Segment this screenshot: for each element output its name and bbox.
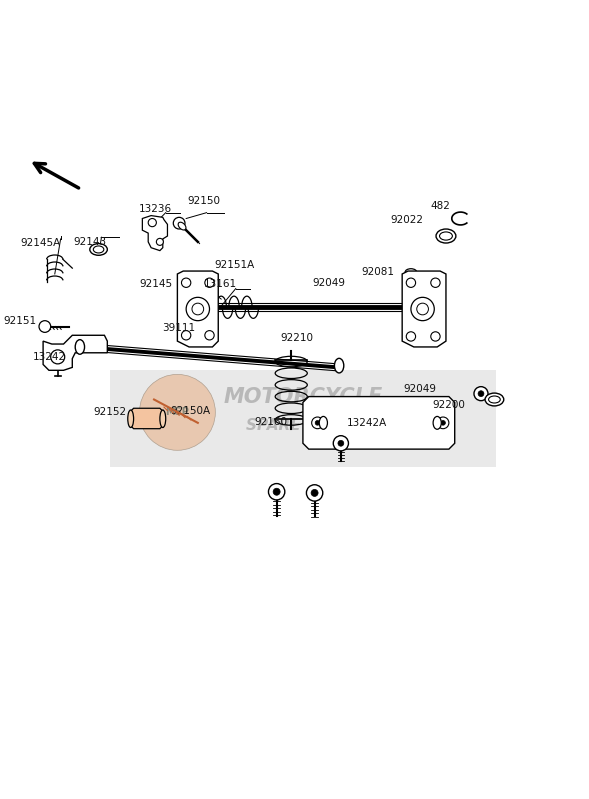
Polygon shape bbox=[177, 271, 219, 347]
Circle shape bbox=[474, 387, 488, 400]
Text: 92145A: 92145A bbox=[20, 238, 60, 248]
Text: 92143: 92143 bbox=[73, 237, 107, 247]
Text: 482: 482 bbox=[430, 201, 450, 211]
Ellipse shape bbox=[187, 299, 197, 316]
FancyBboxPatch shape bbox=[110, 370, 495, 467]
Circle shape bbox=[411, 297, 434, 320]
Circle shape bbox=[338, 440, 344, 446]
Text: 92150: 92150 bbox=[187, 196, 220, 206]
Ellipse shape bbox=[93, 246, 104, 253]
Text: 92151: 92151 bbox=[3, 316, 37, 326]
Text: 92160: 92160 bbox=[254, 417, 287, 427]
Circle shape bbox=[181, 331, 191, 340]
Text: MSP: MSP bbox=[166, 407, 189, 417]
Ellipse shape bbox=[178, 222, 186, 230]
Circle shape bbox=[39, 320, 51, 332]
Text: 13242: 13242 bbox=[32, 352, 65, 363]
Ellipse shape bbox=[75, 340, 85, 354]
Circle shape bbox=[173, 217, 185, 229]
Text: 13236: 13236 bbox=[139, 204, 173, 213]
Circle shape bbox=[437, 417, 449, 429]
Circle shape bbox=[205, 331, 214, 340]
Ellipse shape bbox=[433, 416, 441, 429]
Polygon shape bbox=[402, 271, 446, 347]
Text: 92049: 92049 bbox=[403, 384, 436, 394]
Ellipse shape bbox=[485, 393, 504, 406]
Circle shape bbox=[333, 435, 349, 451]
Ellipse shape bbox=[335, 358, 344, 373]
Text: MOTORCYCLE: MOTORCYCLE bbox=[223, 387, 382, 407]
Ellipse shape bbox=[436, 229, 456, 243]
Text: 92151A: 92151A bbox=[214, 260, 254, 270]
Circle shape bbox=[311, 490, 318, 496]
Circle shape bbox=[441, 420, 445, 425]
Circle shape bbox=[312, 417, 323, 429]
Polygon shape bbox=[131, 408, 163, 429]
Circle shape bbox=[186, 297, 210, 320]
Circle shape bbox=[273, 488, 280, 495]
Circle shape bbox=[140, 375, 216, 451]
Ellipse shape bbox=[319, 416, 327, 429]
Polygon shape bbox=[303, 396, 455, 449]
Circle shape bbox=[431, 278, 440, 288]
Circle shape bbox=[269, 483, 285, 500]
Circle shape bbox=[205, 278, 214, 288]
Ellipse shape bbox=[90, 244, 107, 256]
Ellipse shape bbox=[128, 410, 134, 427]
Polygon shape bbox=[43, 336, 107, 370]
Text: 92145: 92145 bbox=[139, 279, 173, 289]
Ellipse shape bbox=[418, 299, 428, 316]
Text: 13242A: 13242A bbox=[347, 418, 387, 427]
Polygon shape bbox=[143, 216, 167, 251]
Circle shape bbox=[51, 350, 65, 364]
Circle shape bbox=[478, 391, 484, 396]
Ellipse shape bbox=[160, 410, 166, 427]
Text: 92049: 92049 bbox=[313, 278, 346, 288]
Text: SPARE PARTS: SPARE PARTS bbox=[246, 418, 360, 433]
Circle shape bbox=[406, 278, 416, 288]
Text: 92200: 92200 bbox=[432, 400, 465, 411]
Text: 39111: 39111 bbox=[163, 324, 196, 333]
Circle shape bbox=[431, 332, 440, 341]
Text: 92081: 92081 bbox=[361, 267, 394, 277]
Circle shape bbox=[148, 218, 156, 227]
Circle shape bbox=[181, 278, 191, 288]
Circle shape bbox=[306, 485, 323, 501]
Text: 92210: 92210 bbox=[280, 333, 313, 344]
Circle shape bbox=[315, 420, 320, 425]
Text: 13161: 13161 bbox=[203, 279, 237, 289]
Circle shape bbox=[406, 332, 416, 341]
Text: 92022: 92022 bbox=[391, 215, 423, 225]
Text: 92150A: 92150A bbox=[171, 406, 211, 416]
Circle shape bbox=[156, 238, 163, 245]
Text: 92152: 92152 bbox=[94, 407, 127, 417]
